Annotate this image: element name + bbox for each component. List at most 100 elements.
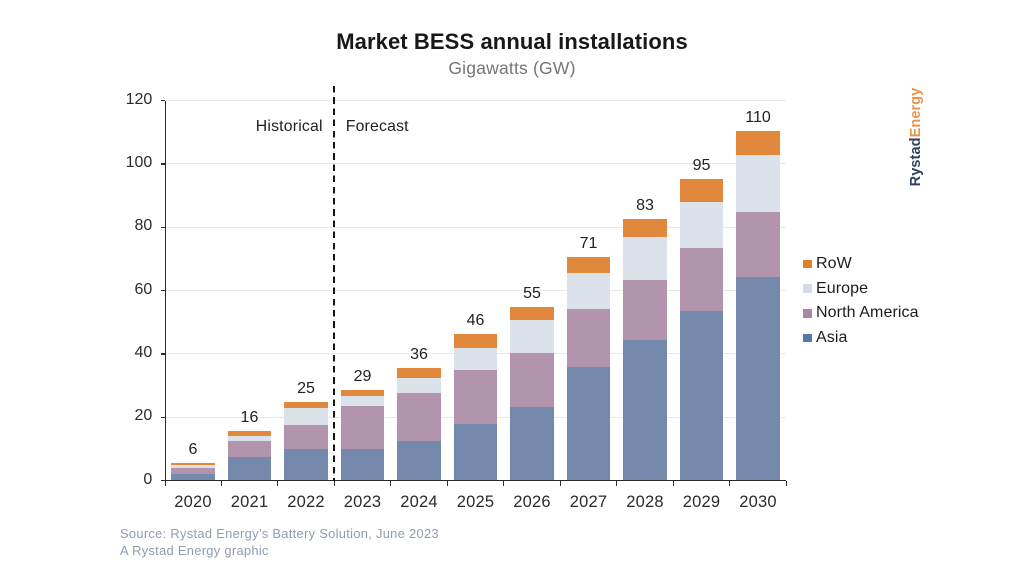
bar-2029-europe [679, 201, 724, 249]
y-axis-tick-60 [160, 289, 166, 292]
bar-2030-europe [736, 155, 780, 212]
x-axis-tick-1 [220, 481, 222, 487]
bar-2020-north-america [171, 467, 215, 474]
bar-2027-europe [566, 273, 611, 309]
bar-2020-europe [171, 464, 215, 468]
bar-2021-row [227, 431, 272, 436]
bar-2022-row [284, 401, 328, 409]
bar-2024-north-america [397, 393, 441, 441]
y-axis-line [164, 100, 167, 486]
x-tick-label-2024: 2024 [400, 492, 438, 511]
bar-2029-north-america [679, 248, 724, 312]
x-tick-label-2030: 2030 [739, 492, 777, 511]
gridline-y-80 [165, 226, 787, 228]
legend-label-north-america: North America [815, 304, 919, 322]
bar-2025-north-america [453, 370, 498, 424]
y-axis-tick-40 [160, 353, 166, 355]
legend: RoW Europe North America Asia [803, 252, 919, 351]
bar-2022-asia [284, 448, 328, 481]
bar-2025-europe [453, 347, 498, 371]
bar-2029-asia [679, 311, 724, 481]
bar-2025-asia [453, 423, 498, 481]
x-tick-label-2027: 2027 [569, 492, 608, 511]
x-axis-tick-11 [785, 481, 787, 487]
y-tick-label-60: 60 [134, 280, 153, 298]
bar-total-2020: 6 [188, 441, 198, 459]
bar-2030-row [736, 130, 780, 156]
bar-2021-europe [227, 435, 272, 441]
legend-label-europe: Europe [815, 279, 869, 297]
x-axis-tick-10 [729, 481, 731, 487]
x-tick-label-2025: 2025 [456, 492, 495, 511]
bar-2028-asia [623, 339, 667, 481]
forecast-label: Forecast [345, 117, 409, 135]
bar-2023-north-america [340, 405, 385, 449]
bar-2024-asia [397, 440, 441, 481]
source-line-1: Source: Rystad Energy’s Battery Solution… [120, 525, 439, 541]
x-tick-label-2028: 2028 [626, 492, 664, 511]
bar-2023-asia [340, 448, 385, 481]
x-tick-label-2029: 2029 [682, 492, 721, 511]
x-axis-tick-9 [672, 481, 674, 487]
x-tick-label-2023: 2023 [343, 492, 382, 511]
bar-2028-north-america [623, 280, 667, 340]
bar-2022-north-america [284, 425, 328, 449]
x-axis-tick-2 [277, 481, 279, 487]
bar-2027-asia [566, 367, 611, 481]
x-axis-tick-6 [503, 481, 505, 487]
x-axis-line [164, 479, 787, 482]
bar-2026-row [510, 306, 554, 321]
bar-2030-north-america [736, 211, 780, 277]
y-tick-label-120: 120 [125, 90, 153, 108]
bar-total-2028: 83 [636, 196, 654, 214]
x-axis-tick-8 [616, 481, 618, 487]
bar-2023-europe [340, 395, 385, 406]
legend-item-asia: Asia [803, 326, 919, 351]
bar-total-2027: 71 [579, 234, 598, 252]
source-note: Source: Rystad Energy’s Battery Solution… [120, 525, 439, 560]
bar-2025-row [453, 333, 498, 348]
legend-swatch-row [803, 259, 812, 269]
chart-subtitle: Gigawatts (GW) [448, 58, 576, 78]
bar-2022-europe [284, 408, 328, 426]
legend-item-row: RoW [803, 252, 919, 277]
historical-forecast-divider [333, 86, 336, 481]
x-axis-tick-5 [446, 481, 448, 487]
bar-total-2030: 110 [745, 108, 771, 126]
legend-label-asia: Asia [815, 328, 848, 346]
bar-total-2029: 95 [692, 157, 711, 175]
bar-2027-row [566, 256, 611, 274]
chart-title: Market BESS annual installations [336, 29, 688, 54]
bar-2028-europe [623, 237, 667, 281]
gridline-y-60 [165, 290, 787, 292]
bar-total-2022: 25 [297, 379, 315, 397]
legend-item-north-america: North America [803, 301, 919, 326]
bar-2030-asia [736, 276, 780, 481]
bar-2026-europe [510, 320, 554, 353]
bar-2023-row [340, 389, 385, 396]
source-line-2: A Rystad Energy graphic [120, 543, 269, 559]
bar-2028-row [623, 218, 667, 238]
logo-energy: Energy [908, 87, 924, 138]
legend-swatch-north-america [803, 308, 812, 318]
x-tick-label-2022: 2022 [287, 492, 325, 511]
historical-label: Historical [255, 117, 323, 135]
y-tick-label-100: 100 [125, 153, 153, 171]
legend-label-row: RoW [815, 254, 852, 272]
bar-total-2023: 29 [353, 367, 372, 385]
bar-total-2025: 46 [466, 311, 485, 329]
bar-2024-europe [397, 377, 441, 394]
y-tick-label-20: 20 [134, 407, 153, 425]
gridline-y-100 [165, 163, 787, 165]
x-axis-tick-7 [559, 481, 561, 487]
logo-rystad: Rystad [908, 137, 924, 187]
y-tick-label-40: 40 [134, 343, 153, 361]
bar-total-2021: 16 [240, 409, 259, 427]
bar-total-2026: 55 [523, 284, 541, 302]
x-tick-label-2020: 2020 [174, 492, 212, 511]
x-axis-tick-3 [333, 481, 335, 487]
bar-2026-north-america [510, 352, 554, 407]
legend-swatch-europe [803, 284, 812, 293]
y-tick-label-0: 0 [143, 470, 153, 488]
